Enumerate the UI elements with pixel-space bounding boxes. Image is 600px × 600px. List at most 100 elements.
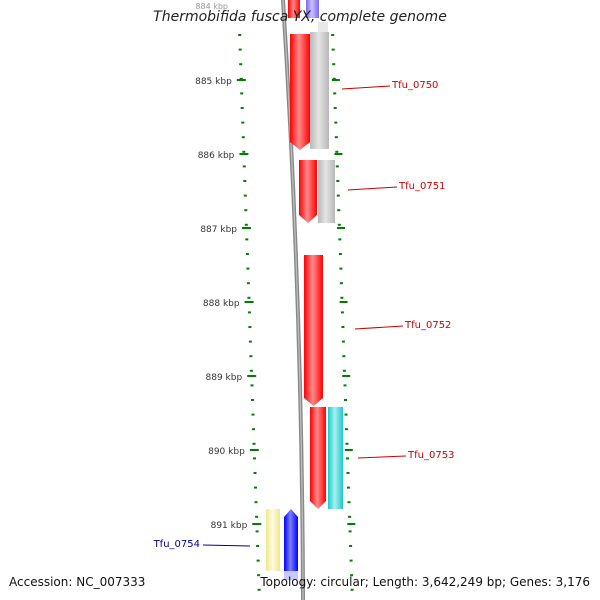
ruler-label: 886 kbp (198, 151, 235, 161)
ruler-tick-left (239, 63, 243, 66)
gene-arrow-tfu-0750 (290, 34, 310, 150)
ruler-tick-left (248, 340, 252, 343)
ruler-tick-left (245, 253, 249, 255)
ruler-tick-left (256, 559, 260, 562)
ruler-top-label: 884 kbp (195, 2, 228, 11)
ruler-tick-left (257, 574, 261, 577)
ruler-tick-right (331, 48, 335, 51)
ruler-major-tick-right (331, 79, 340, 81)
ruler-tick-left (244, 209, 248, 212)
gene-feature-tfu-0754-yellow (266, 509, 280, 571)
genome-summary-text: Topology: circular; Length: 3,642,249 bp… (260, 575, 590, 589)
ruler-tick-right (336, 180, 340, 182)
ruler-tick-right (335, 165, 339, 168)
gene-label: Tfu_0753 (407, 450, 454, 461)
gene-label-leader (354, 325, 404, 330)
gene-arrow-purple (306, 0, 319, 18)
ruler-tick-left (256, 545, 260, 547)
gene-label-leader (347, 186, 398, 191)
ruler-major-tick-left (247, 375, 257, 377)
ruler-tick-left (246, 267, 250, 270)
ruler-major-tick-left (244, 301, 254, 303)
ruler-tick-left (257, 588, 261, 591)
gene-arrow-tfu-0754 (284, 509, 298, 571)
ruler-tick-right (346, 457, 349, 460)
ruler-tick-right (337, 223, 341, 226)
ruler-major-tick-right (334, 153, 343, 155)
ruler-major-tick-right (339, 301, 348, 303)
ruler-tick-right (342, 355, 346, 358)
ruler-tick-right (339, 267, 343, 270)
ruler-tick-right (348, 530, 352, 533)
ruler-tick-right (342, 369, 346, 372)
gene-label: Tfu_0750 (391, 80, 438, 91)
ruler-tick-right (350, 588, 354, 591)
ruler-tick-left (249, 369, 253, 372)
ruler-tick-left (253, 457, 256, 460)
ruler-tick-left (241, 121, 245, 124)
ruler-major-tick-left (249, 449, 259, 451)
ruler-tick-left (248, 326, 252, 328)
ruler-tick-left (252, 428, 255, 431)
ruler-major-tick-right (347, 523, 356, 525)
ruler-label: 890 kbp (208, 447, 245, 457)
ruler-tick-left (241, 136, 245, 139)
ruler-tick-right (335, 150, 339, 153)
accession-text: Accession: NC_007333 (9, 575, 146, 589)
ruler-tick-left (251, 413, 255, 416)
ruler-tick-right (347, 486, 350, 489)
gene-label: Tfu_0751 (398, 181, 445, 192)
ruler-tick-right (347, 501, 351, 504)
ruler-tick-left (242, 165, 246, 168)
ruler-tick-left (242, 150, 246, 153)
ruler-tick-left (243, 180, 247, 182)
ruler-tick-right (333, 92, 337, 95)
gene-arrow-gray (318, 22, 328, 34)
ruler-tick-left (238, 34, 242, 36)
gene-arrow-tfu-0752 (304, 255, 323, 406)
gene-feature-tfu-0753-cyan (328, 407, 343, 509)
ruler-tick-right (336, 194, 340, 197)
ruler-tick-left (247, 296, 251, 299)
gene-feature-tfu-0750-gray (310, 32, 329, 149)
gene-arrow-red (288, 0, 300, 18)
ruler-tick-right (346, 472, 350, 474)
ruler-tick-right (332, 63, 336, 66)
ruler-tick-right (348, 515, 352, 518)
ruler-tick-right (344, 399, 347, 401)
ruler-tick-left (243, 194, 247, 197)
ruler-label: 891 kbp (211, 521, 248, 531)
ruler-tick-right (349, 559, 353, 562)
ruler-tick-right (340, 311, 344, 314)
ruler-tick-left (251, 399, 254, 401)
ruler-label: 888 kbp (203, 299, 240, 309)
ruler-tick-right (337, 209, 341, 212)
ruler-tick-right (339, 282, 343, 285)
ruler-major-tick-left (236, 79, 246, 81)
gene-label-leader (202, 544, 251, 547)
ruler-label: 885 kbp (195, 77, 232, 87)
ruler-tick-left (254, 501, 258, 504)
ruler-major-tick-left (242, 227, 251, 229)
ruler-tick-right (345, 428, 348, 431)
ruler-tick-right (340, 296, 344, 299)
ruler-tick-right (341, 326, 345, 328)
gene-arrow-tfu-0751 (299, 160, 317, 223)
gene-label-leader (341, 85, 391, 90)
ruler-major-tick-right (344, 449, 353, 451)
ruler-tick-right (338, 238, 342, 241)
gene-label-leader (357, 455, 407, 459)
ruler-major-tick-right (342, 375, 351, 377)
ruler-tick-left (253, 472, 257, 474)
ruler-tick-left (250, 384, 254, 387)
ruler-major-tick-left (252, 523, 262, 525)
gene-arrow-tfu-0754-shadow (284, 571, 298, 580)
ruler-tick-left (255, 530, 259, 533)
ruler-tick-left (246, 282, 250, 285)
ruler-tick-left (239, 77, 243, 80)
ruler-label: 887 kbp (200, 225, 237, 235)
ruler-tick-left (254, 486, 257, 489)
genome-backbone-highlight (282, 0, 304, 600)
ruler-major-tick-left (239, 153, 249, 155)
